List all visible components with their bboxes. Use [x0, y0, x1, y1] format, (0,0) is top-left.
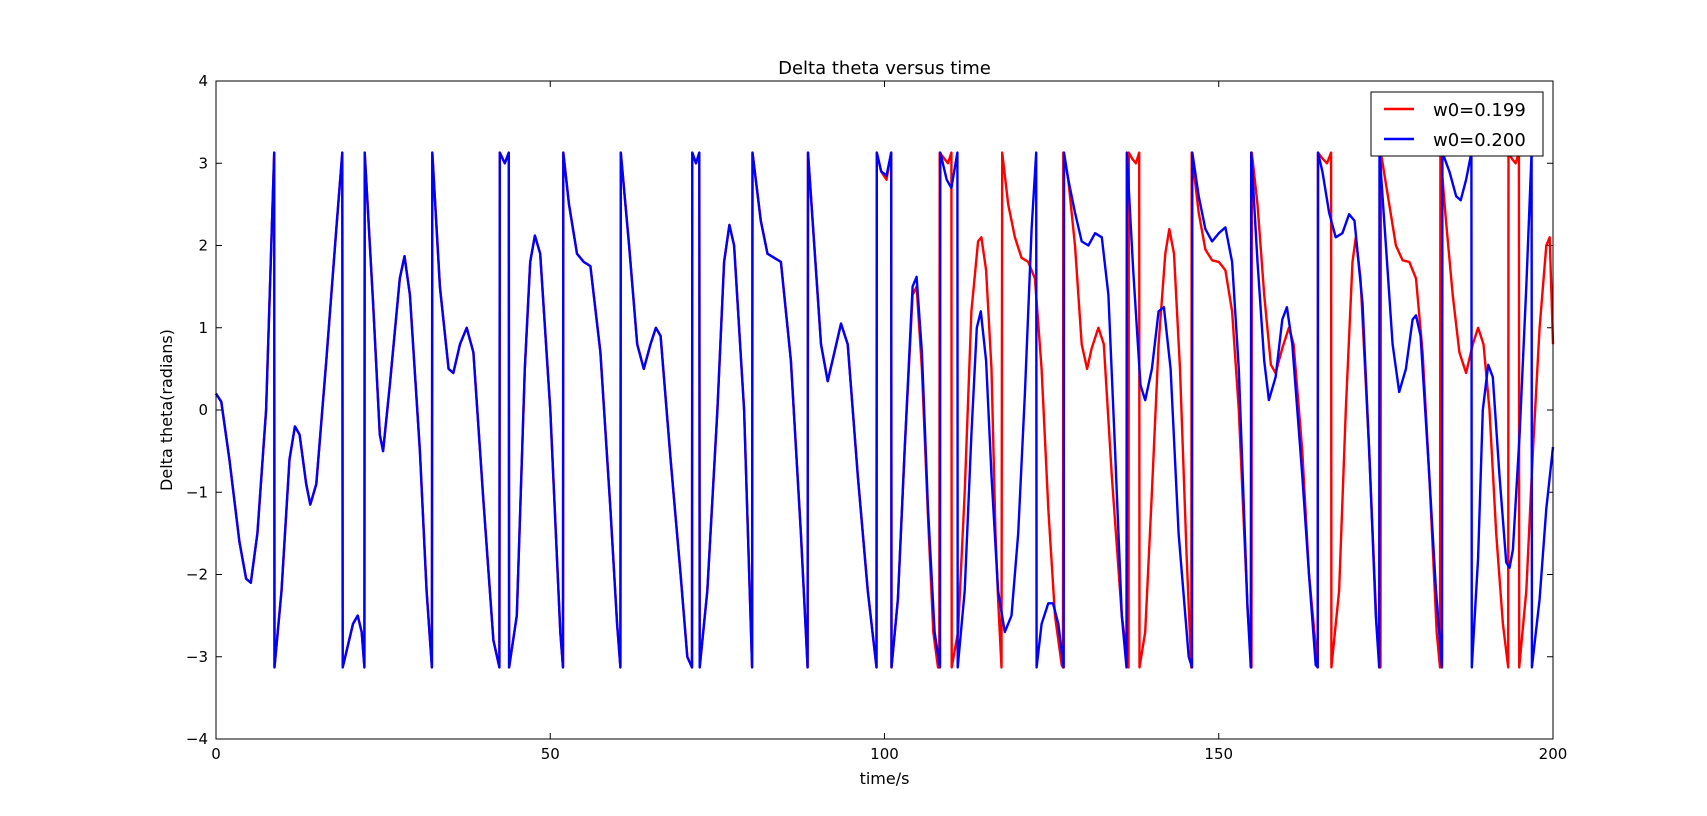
- y-tick-label: −2: [186, 566, 208, 584]
- ticks-layer: 0 50 100 150 200 −4 −3 −2 −1 0 1 2 3 4: [186, 72, 1567, 763]
- x-tick-label: 100: [870, 745, 899, 763]
- chart-title: Delta theta versus time: [778, 58, 991, 79]
- series-line-w0-0-200: [214, 151, 1555, 669]
- x-tick-label: 50: [541, 745, 560, 763]
- y-tick-label: 0: [198, 401, 208, 419]
- series-layer: [214, 151, 1555, 669]
- y-tick-label: 2: [198, 237, 208, 255]
- x-axis-label: time/s: [860, 769, 910, 788]
- x-tick-label: 0: [211, 745, 221, 763]
- plot-frame: [215, 80, 1554, 740]
- y-tick-label: 4: [198, 72, 208, 90]
- x-tick-label: 150: [1204, 745, 1233, 763]
- y-axis-label: Delta theta(radians): [157, 329, 176, 491]
- legend-box: [1370, 91, 1544, 157]
- y-tick-label: −4: [186, 730, 208, 748]
- y-tick-label: 1: [198, 319, 208, 337]
- x-tick-label: 200: [1539, 745, 1568, 763]
- legend-label: w0=0.199: [1433, 100, 1526, 121]
- y-tick-label: −1: [186, 483, 208, 501]
- legend-label: w0=0.200: [1433, 130, 1526, 151]
- y-tick-label: −3: [186, 648, 208, 666]
- y-tick-label: 3: [198, 154, 208, 172]
- legend: w0=0.199 w0=0.200: [1370, 91, 1544, 157]
